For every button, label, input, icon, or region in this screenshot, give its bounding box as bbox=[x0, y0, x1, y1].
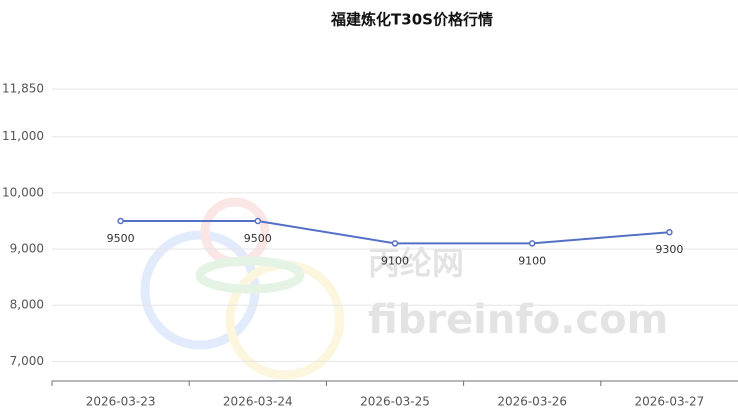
watermark: 丙纶网 bbox=[368, 244, 464, 282]
x-tick-label: 2026-03-27 bbox=[635, 395, 705, 409]
y-tick-label: 8,000 bbox=[10, 298, 44, 312]
data-label: 9100 bbox=[381, 254, 409, 267]
watermark: fibreinfo.com bbox=[368, 297, 668, 343]
x-tick-label: 2026-03-23 bbox=[86, 395, 156, 409]
x-tick-label: 2026-03-26 bbox=[497, 395, 567, 409]
point bbox=[391, 240, 399, 247]
data-label: 9100 bbox=[518, 254, 546, 267]
y-tick-label: 11,850 bbox=[2, 82, 44, 96]
x-tick-label: 2026-03-24 bbox=[223, 395, 293, 409]
y-tick-label: 7,000 bbox=[10, 354, 44, 368]
x-tick-label: 2026-03-25 bbox=[360, 395, 430, 409]
chart-title: 福建炼化T30S价格行情 bbox=[330, 11, 493, 29]
point bbox=[528, 240, 536, 247]
data-label: 9500 bbox=[107, 232, 135, 245]
point bbox=[117, 217, 124, 225]
y-tick-label: 9,000 bbox=[10, 242, 44, 256]
watermark-logo bbox=[140, 197, 345, 380]
y-tick-label: 10,000 bbox=[2, 185, 44, 199]
point bbox=[666, 228, 673, 236]
data-label: 9300 bbox=[655, 243, 683, 256]
point bbox=[254, 217, 262, 225]
data-label: 9500 bbox=[244, 232, 272, 245]
y-tick-label: 11,000 bbox=[2, 129, 44, 143]
